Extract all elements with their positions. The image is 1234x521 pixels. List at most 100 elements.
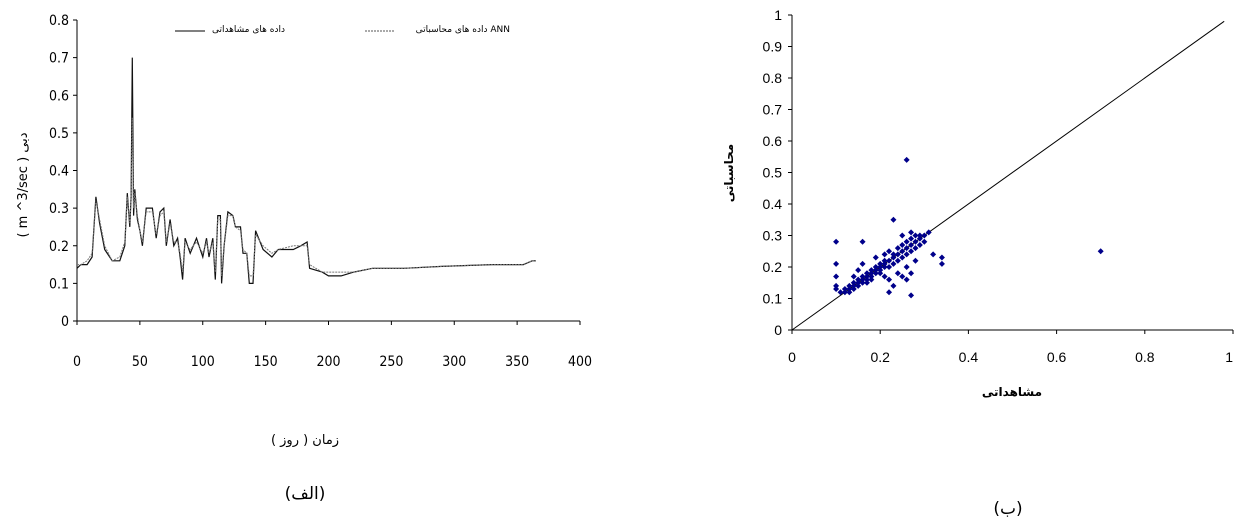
left-x-tick-label: 100	[191, 354, 215, 370]
right-y-tick-label: 0.2	[763, 259, 783, 275]
scatter-point	[863, 273, 870, 280]
right-axes	[788, 14, 1234, 334]
left-tick-labels: 0 0.1 0.2 0.3 0.4 0.5 0.6 0.7 0.8 0 50 100 150 200 250…	[49, 13, 592, 370]
scatter-point	[899, 273, 906, 280]
scatter-point	[833, 282, 840, 289]
right-tick-labels: 0 0.1 0.2 0.3 0.4 0.5 0.6 0.7 0.8 0.9 1 0 0.2 0.4 0.6 0…	[763, 7, 1234, 365]
series-line-observed	[76, 57, 536, 284]
left-x-tick-label: 400	[568, 354, 592, 370]
scatter-point	[908, 292, 915, 299]
left-y-tick-label: 0.8	[49, 13, 69, 29]
legend-label-ann: داده های محاسباتی ANN	[416, 25, 510, 35]
right-x-tick-label: 0.6	[1047, 349, 1067, 365]
right-caption: (ب)	[993, 499, 1022, 519]
right-y-tick-label: 0.5	[763, 165, 783, 181]
scatter-point	[890, 260, 897, 267]
scatter-point	[903, 238, 910, 245]
scatter-point	[872, 270, 879, 277]
scatter-point	[850, 273, 857, 280]
scatter-point	[938, 254, 945, 261]
scatter-point	[890, 254, 897, 261]
scatter-point	[903, 251, 910, 258]
scatter-point	[868, 270, 875, 277]
scatter-point	[890, 216, 897, 223]
scatter-point	[894, 257, 901, 264]
scatter-point	[859, 273, 866, 280]
scatter-point	[872, 254, 879, 261]
scatter-point	[881, 251, 888, 258]
scatter-point	[877, 267, 884, 274]
scatter-point	[925, 229, 932, 236]
scatter-point	[886, 276, 893, 283]
left-x-axis-label: زمان ( روز )	[271, 433, 339, 448]
scatter-point	[833, 273, 840, 280]
left-x-tick-label: 350	[505, 354, 529, 370]
scatter-point	[841, 289, 848, 296]
scatter-point	[863, 276, 870, 283]
scatter-point	[899, 232, 906, 239]
scatter-point	[859, 238, 866, 245]
scatter-point	[903, 156, 910, 163]
scatter-point	[886, 264, 893, 270]
left-y-tick-label: 0.4	[49, 164, 69, 180]
scatter-point	[912, 232, 919, 239]
left-y-tick-label: 0.6	[49, 88, 69, 104]
scatter-point	[903, 276, 910, 283]
series-line-ann	[77, 117, 536, 277]
scatter-point	[908, 229, 915, 236]
right-x-tick-label: 0	[788, 349, 796, 365]
legend-label-observed: داده های مشاهداتی	[212, 25, 285, 35]
scatter-point	[894, 251, 901, 258]
scatter-point	[1097, 248, 1104, 255]
scatter-point	[886, 289, 893, 296]
left-y-tick-label: 0.5	[49, 126, 69, 142]
left-y-tick-label: 0.2	[49, 239, 69, 255]
right-y-tick-label: 1	[774, 7, 782, 23]
scatter-point	[868, 276, 875, 283]
left-x-tick-label: 300	[442, 354, 466, 370]
scatter-point	[855, 282, 862, 289]
left-x-tick-label: 0	[73, 354, 81, 370]
right-x-tick-label: 0.4	[959, 349, 979, 365]
scatter-point	[850, 279, 857, 286]
scatter-point	[881, 260, 888, 267]
scatter-point	[863, 279, 870, 286]
scatter-point	[872, 264, 879, 270]
scatter-point	[881, 257, 888, 264]
scatter-point	[846, 289, 853, 296]
right-y-tick-label: 0.6	[763, 133, 783, 149]
scatter-point	[846, 286, 853, 293]
left-x-tick-label: 50	[132, 354, 148, 370]
scatter-point	[877, 270, 884, 277]
scatter-point	[903, 245, 910, 252]
scatter-point	[855, 279, 862, 286]
left-x-tick-label: 250	[379, 354, 403, 370]
scatter-point	[833, 238, 840, 245]
right-x-tick-label: 0.8	[1135, 349, 1155, 365]
left-series-lines	[76, 57, 536, 284]
scatter-point	[850, 286, 857, 293]
scatter-point	[859, 279, 866, 286]
scatter-point	[938, 260, 945, 267]
scatter-point	[894, 270, 901, 277]
scatter-point	[833, 260, 840, 267]
left-y-tick-label: 0.3	[49, 201, 69, 217]
scatter-point	[912, 238, 919, 245]
scatter-points	[833, 156, 1104, 299]
scatter-point	[908, 235, 915, 242]
scatter-point	[908, 248, 915, 255]
scatter-point	[916, 241, 923, 248]
left-caption: (الف)	[285, 484, 326, 504]
scatter-point	[890, 251, 897, 258]
scatter-point	[930, 251, 937, 258]
scatter-point	[868, 273, 875, 280]
scatter-point	[859, 276, 866, 283]
scatter-point	[868, 267, 875, 274]
right-x-axis-label: مشاهداتی	[982, 385, 1042, 399]
right-y-tick-label: 0.9	[763, 39, 783, 55]
scatter-point	[855, 267, 862, 274]
right-x-tick-label: 1	[1225, 349, 1233, 365]
scatter-point	[877, 260, 884, 267]
scatter-point	[877, 264, 884, 270]
